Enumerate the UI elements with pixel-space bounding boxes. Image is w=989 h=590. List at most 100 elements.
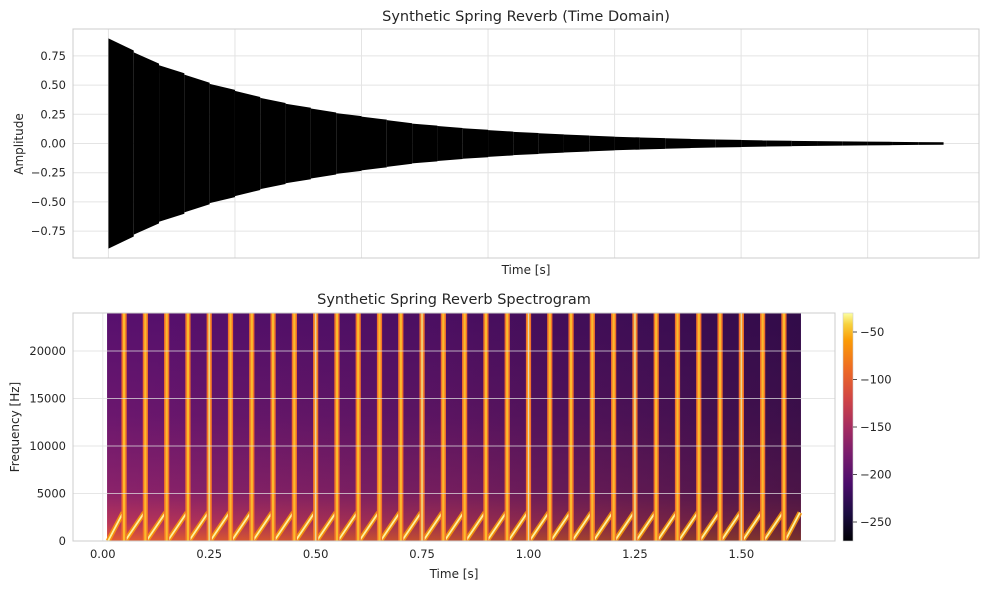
spectrogram-chirp-21	[550, 511, 571, 541]
waveform-burst-16	[513, 131, 539, 156]
spectrogram-chirp-9	[294, 511, 316, 541]
spectrogram-x-tick-5: 1.25	[622, 547, 648, 561]
waveform-burst-19	[589, 135, 615, 152]
waveform-burst-4	[209, 83, 235, 204]
spectrogram-chirp-17	[464, 511, 486, 541]
spectrogram-chirp-24	[613, 511, 635, 541]
time-domain-y-ticks: −0.75 −0.50 −0.25 0.00 0.25 0.50 0.75	[31, 49, 66, 238]
spectrogram-chirp-14	[401, 511, 422, 541]
colorbar-gradient	[842, 312, 854, 542]
spectrogram-stripe-27	[697, 313, 700, 541]
colorbar-tick-3: −100	[860, 373, 892, 387]
waveform-burst-9	[336, 113, 362, 174]
waveform-burst-14	[462, 128, 489, 159]
spectrogram-x-tick-1: 0.25	[196, 547, 222, 561]
waveform-burst-27	[791, 140, 818, 147]
spectrogram-stripe-30	[761, 313, 764, 541]
waveform-burst-24	[715, 139, 742, 148]
waveform-burst-22	[665, 138, 691, 149]
spectrogram-chirp-26	[656, 511, 678, 541]
spectrogram-plot-frame	[72, 312, 836, 542]
spectrogram-chirp-19	[507, 511, 529, 541]
colorbar-tick-1: −200	[860, 468, 892, 482]
spectrogram-stripe-23	[612, 313, 615, 541]
spectrogram-stripe-26	[676, 313, 679, 541]
spectrogram-x-ticks: 0.00 0.25 0.50 0.75 1.00 1.25 1.50	[90, 547, 754, 561]
spectrogram-grid	[73, 313, 835, 542]
spectrogram-y-ticks: 0 5000 10000 15000 20000	[29, 344, 66, 548]
colorbar: −250 −200 −150 −100 −50	[842, 312, 892, 542]
colorbar-ticks: −250 −200 −150 −100 −50	[853, 325, 892, 529]
spectrogram-stripe-12	[378, 313, 381, 541]
waveform-burst-2	[159, 65, 185, 222]
waveform-burst-10	[361, 116, 387, 171]
spectrogram-y-tick-4: 20000	[29, 344, 66, 358]
waveform-burst-32	[918, 142, 944, 145]
colorbar-tick-0: −250	[860, 515, 892, 529]
spectrogram-stripe-25	[655, 313, 658, 541]
time-domain-plot-frame	[72, 28, 980, 259]
spectrogram-chirp-23	[592, 511, 614, 541]
time-domain-title: Synthetic Spring Reverb (Time Domain)	[382, 9, 670, 25]
spectrogram-stripe-13	[399, 313, 402, 541]
spectrogram-x-tick-6: 1.50	[729, 547, 755, 561]
waveform-burst-29	[842, 141, 868, 146]
spectrogram-chirp-16	[443, 511, 465, 541]
spectrogram-y-tick-3: 15000	[29, 392, 66, 406]
spectrogram-stripe-15	[442, 313, 445, 541]
waveform-burst-21	[639, 137, 666, 150]
waveform-burst-0	[108, 38, 134, 249]
spectrogram-chirp-31	[762, 511, 784, 541]
spectrogram-chirp-28	[699, 511, 720, 541]
waveform-burst-11	[386, 120, 413, 167]
spectrogram-stripe-22	[591, 313, 594, 541]
colorbar-tick-4: −50	[860, 325, 884, 339]
spectrogram-x-tick-3: 0.75	[409, 547, 435, 561]
spectrogram-chirp-27	[677, 511, 699, 541]
waveform-burst-15	[488, 130, 514, 157]
spectrogram-chirp-15	[422, 511, 444, 541]
waveform-burst-6	[260, 97, 286, 190]
spectrogram-chirp-22	[571, 511, 593, 541]
spectrogram-chirp-8	[273, 511, 295, 541]
spectrogram-x-tick-4: 1.00	[516, 547, 542, 561]
spectrogram-chirp-5	[209, 511, 231, 541]
spectrogram-stripe-20	[548, 313, 551, 541]
spectrogram-stripe-10	[335, 313, 339, 541]
spectrogram-stripe-3	[186, 313, 190, 541]
spectrogram-ylabel: Frequency [Hz]	[8, 382, 22, 473]
spectrogram-chirp-1	[124, 511, 146, 541]
waveform-burst-28	[817, 141, 843, 146]
waveform-burst-13	[437, 125, 463, 162]
spectrogram-x-tick-0: 0.00	[90, 547, 116, 561]
waveform-burst-18	[563, 134, 590, 153]
spectrogram-chirp-29	[720, 511, 742, 541]
spectrogram-chirp-32	[784, 512, 801, 541]
spectrogram-chirp-3	[166, 511, 188, 541]
spectrogram-y-tick-2: 10000	[29, 439, 66, 453]
time-domain-y-tick-4: 0.25	[40, 107, 66, 121]
spectrogram-chirp-13	[379, 511, 401, 541]
waveform-burst-1	[133, 52, 160, 235]
spectrogram-image	[105, 313, 803, 541]
spectrogram-stripe-1	[144, 313, 147, 541]
time-domain-chart: Synthetic Spring Reverb (Time Domain) −0…	[12, 9, 980, 277]
waveform-burst-3	[184, 74, 210, 213]
time-domain-y-tick-5: 0.50	[40, 78, 66, 92]
waveform-burst-8	[310, 108, 337, 179]
spectrogram-title: Synthetic Spring Reverb Spectrogram	[317, 292, 591, 308]
time-domain-xlabel: Time [s]	[501, 263, 551, 277]
waveform-burst-23	[690, 138, 716, 149]
waveform-burst-30	[867, 141, 893, 146]
spectrogram-chirp-12	[358, 511, 380, 541]
waveform-burst-31	[892, 141, 919, 146]
spectrogram-chirp-2	[145, 511, 167, 541]
spectrogram-stripe-28	[718, 313, 722, 541]
time-domain-ylabel: Amplitude	[12, 113, 26, 175]
spectrogram-chirp-20	[528, 511, 550, 541]
spectrogram-xlabel: Time [s]	[429, 567, 479, 581]
spectrogram-chart: Synthetic Spring Reverb Spectrogram 0 500…	[8, 292, 892, 581]
spectrogram-stripe-31	[782, 313, 786, 541]
spectrogram-y-tick-0: 0	[59, 534, 66, 548]
